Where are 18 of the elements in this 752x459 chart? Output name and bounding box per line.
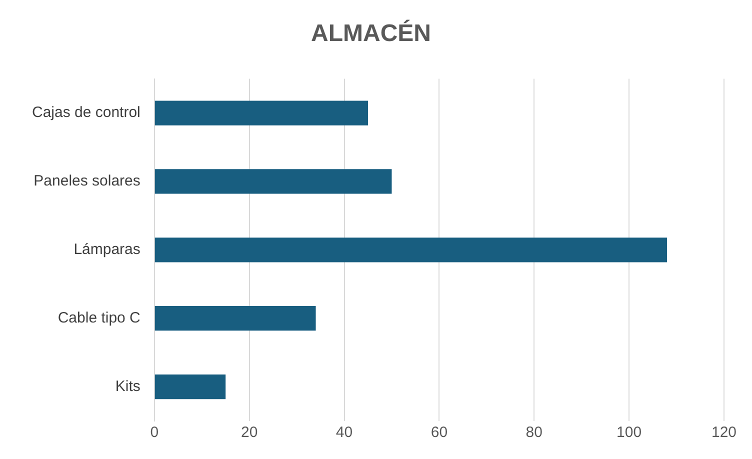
chart-title: ALMACÉN: [311, 19, 431, 48]
x-tick-label: 80: [526, 424, 542, 442]
bar: [154, 100, 368, 126]
y-tick-label: Kits: [115, 378, 140, 395]
x-tick-label: 0: [150, 424, 159, 442]
bar: [154, 169, 392, 194]
y-tick-label: Paneles solares: [34, 172, 140, 190]
bar: [154, 238, 668, 262]
x-tick-label: 60: [430, 424, 448, 442]
y-tick-label: Cajas de control: [32, 104, 140, 122]
bar: [154, 306, 316, 331]
x-tick-label: 120: [711, 424, 737, 442]
y-tick-label: Cable tipo C: [58, 309, 141, 326]
bar: [154, 374, 226, 400]
y-tick-label: Lámparas: [74, 241, 140, 258]
x-tick-label: 100: [616, 424, 642, 442]
x-tick-label: 40: [336, 424, 353, 442]
x-tick-label: 20: [240, 424, 258, 442]
